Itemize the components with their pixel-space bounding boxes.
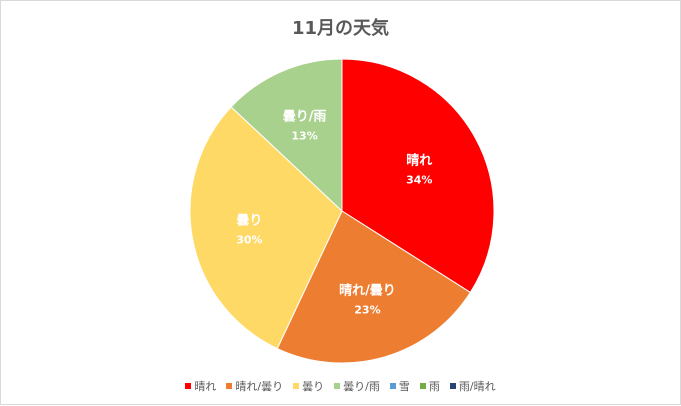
legend-item: 雪 bbox=[389, 378, 410, 394]
legend: 晴れ 晴れ/曇り 曇り 曇り/雨 雪 雨 雨/晴れ bbox=[1, 378, 680, 394]
slice-category-label: 晴れ bbox=[406, 153, 432, 169]
legend-item: 曇り/雨 bbox=[334, 378, 380, 394]
legend-swatch bbox=[226, 383, 233, 389]
legend-swatch bbox=[389, 383, 396, 389]
legend-label: 晴れ/曇り bbox=[235, 380, 284, 393]
pie-slice-2 bbox=[276, 210, 472, 364]
legend-item: 曇り bbox=[293, 378, 324, 394]
legend-label: 雨/晴れ bbox=[458, 380, 496, 393]
legend-item: 雨/晴れ bbox=[449, 378, 496, 394]
slice-value-label: 34% bbox=[406, 174, 432, 187]
legend-label: 雨 bbox=[428, 380, 440, 393]
legend-label: 晴れ bbox=[194, 380, 217, 393]
slice-value-label: 13% bbox=[291, 130, 317, 143]
legend-label: 雪 bbox=[398, 380, 410, 393]
legend-item: 晴れ bbox=[185, 378, 216, 394]
chart-title: 11月の天気 bbox=[291, 18, 390, 39]
pie-slice-4 bbox=[230, 58, 343, 213]
legend-item: 晴れ/曇り bbox=[226, 378, 283, 394]
slice-value-label: 23% bbox=[354, 304, 380, 317]
legend-swatch bbox=[449, 383, 456, 389]
legend-item: 雨 bbox=[419, 378, 440, 394]
pie-slice-3 bbox=[189, 106, 343, 350]
legend-label: 曇り bbox=[302, 380, 325, 393]
slice-category-label: 曇り bbox=[236, 214, 262, 229]
legend-swatch bbox=[293, 383, 300, 389]
slice-category-label: 曇り/雨 bbox=[283, 110, 327, 125]
legend-swatch bbox=[419, 383, 426, 389]
pie-slice-1 bbox=[341, 58, 495, 294]
legend-swatch bbox=[185, 383, 192, 389]
slice-value-label: 30% bbox=[236, 234, 262, 247]
legend-swatch bbox=[334, 383, 341, 389]
legend-label: 曇り/雨 bbox=[343, 380, 380, 393]
slice-category-label: 晴れ/曇り bbox=[339, 283, 396, 299]
